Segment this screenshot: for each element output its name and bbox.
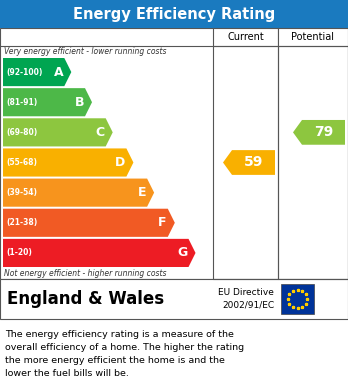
Text: Very energy efficient - lower running costs: Very energy efficient - lower running co… (4, 47, 166, 56)
Text: Potential: Potential (292, 32, 334, 42)
Text: EU Directive
2002/91/EC: EU Directive 2002/91/EC (218, 288, 274, 310)
Text: (39-54): (39-54) (6, 188, 37, 197)
Polygon shape (3, 149, 133, 177)
Polygon shape (3, 118, 113, 146)
Polygon shape (3, 58, 71, 86)
Text: E: E (137, 186, 146, 199)
Text: Energy Efficiency Rating: Energy Efficiency Rating (73, 7, 275, 22)
Bar (213, 28, 278, 46)
Text: (81-91): (81-91) (6, 98, 37, 107)
Polygon shape (3, 179, 154, 207)
Text: (55-68): (55-68) (6, 158, 37, 167)
Text: (1-20): (1-20) (6, 248, 32, 257)
Text: Current: Current (227, 32, 264, 42)
Text: (69-80): (69-80) (6, 128, 37, 137)
Text: G: G (177, 246, 188, 260)
Text: The energy efficiency rating is a measure of the
overall efficiency of a home. T: The energy efficiency rating is a measur… (5, 330, 244, 378)
Bar (213, 46, 278, 279)
Text: (92-100): (92-100) (6, 68, 42, 77)
Text: D: D (115, 156, 125, 169)
Text: 59: 59 (244, 156, 263, 170)
Polygon shape (3, 88, 92, 116)
Bar (278, 28, 348, 46)
Bar (0, 0, 348, 28)
Text: England & Wales: England & Wales (7, 290, 164, 308)
Polygon shape (3, 239, 196, 267)
Text: Not energy efficient - higher running costs: Not energy efficient - higher running co… (4, 269, 166, 278)
Text: A: A (54, 66, 63, 79)
Polygon shape (223, 150, 275, 175)
Text: C: C (96, 126, 105, 139)
Text: F: F (158, 216, 167, 229)
Bar (281, 284, 314, 314)
Polygon shape (293, 120, 345, 145)
Text: B: B (74, 96, 84, 109)
Bar (0, 279, 348, 319)
Bar (0, 28, 348, 279)
Text: 79: 79 (314, 126, 333, 139)
Polygon shape (3, 209, 175, 237)
Text: (21-38): (21-38) (6, 218, 37, 227)
Bar (278, 46, 348, 279)
